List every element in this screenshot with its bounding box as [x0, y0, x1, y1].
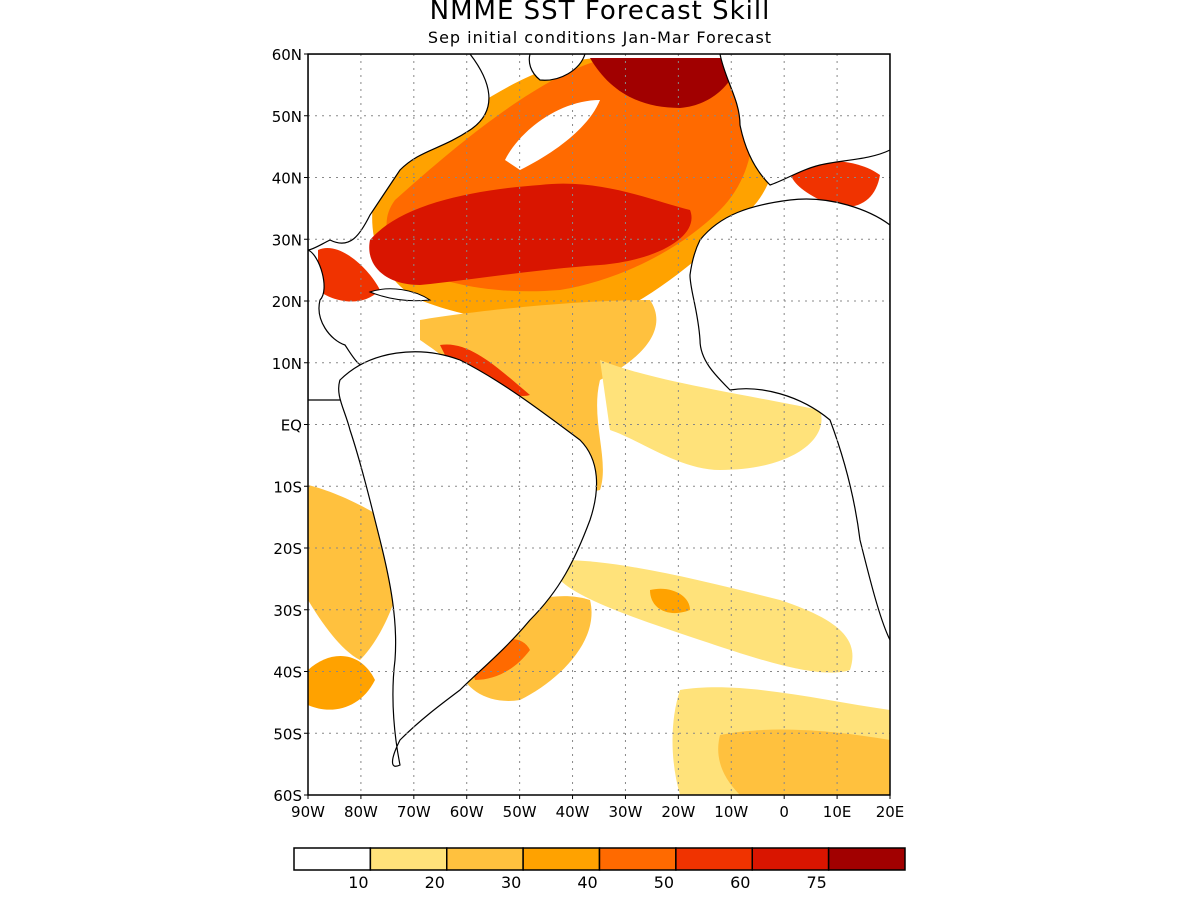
- grid-lines: [308, 54, 890, 795]
- skill-region-sa-10: [560, 560, 853, 673]
- skill-field: [308, 54, 890, 795]
- lat-tick-label: 10N: [272, 355, 302, 373]
- map-subtitle: Sep initial conditions Jan-Mar Forecast: [427, 28, 773, 47]
- lat-tick-label: 60N: [272, 46, 302, 64]
- lon-tick-label: 10E: [823, 803, 852, 821]
- skill-region-na-75: [590, 58, 740, 108]
- colorbar-label: 30: [501, 873, 521, 892]
- colorbar-label: 75: [806, 873, 826, 892]
- lat-tick-label: 20N: [272, 293, 302, 311]
- lat-tick-label: 40S: [273, 664, 302, 682]
- skill-region-low-nw: [505, 100, 600, 170]
- lat-tick-label: 30N: [272, 231, 302, 249]
- colorbar: 10 20 30 40 50 60 75: [293, 847, 906, 892]
- colorbar-label: 40: [577, 873, 597, 892]
- colorbar-label: 60: [730, 873, 750, 892]
- landmass-cuba: [368, 288, 432, 302]
- lon-tick-label: 20W: [661, 803, 695, 821]
- colorbar-segment: [522, 847, 601, 871]
- colorbar-segment: [827, 847, 906, 871]
- skill-region-sw-pacific: [308, 656, 375, 710]
- lon-tick-label: 80W: [344, 803, 378, 821]
- colorbar-label: 10: [348, 873, 368, 892]
- colorbar-segment: [293, 847, 372, 871]
- lon-tick-label: 0: [779, 803, 789, 821]
- skill-region-sa-mid: [650, 588, 690, 614]
- skill-region-tropics-20: [420, 300, 657, 492]
- lon-tick-label: 50W: [503, 803, 537, 821]
- lat-tick-label: 30S: [273, 602, 302, 620]
- lon-tick-label: 40W: [556, 803, 590, 821]
- colorbar-segment: [598, 847, 677, 871]
- lat-tick-label: 60S: [273, 787, 302, 805]
- skill-region-caribbean: [440, 344, 530, 396]
- latitude-labels: 60N 50N 40N 30N 20N 10N EQ 10S 20S 30S 40S 50S 60S: [272, 46, 308, 805]
- lat-tick-label: EQ: [281, 417, 302, 435]
- skill-region-tropics-10: [600, 360, 822, 470]
- lon-tick-label: 60W: [450, 803, 484, 821]
- lon-tick-label: 70W: [397, 803, 431, 821]
- colorbar-segment: [369, 847, 448, 871]
- colorbar-segment: [751, 847, 830, 871]
- colorbar-segment: [446, 847, 524, 871]
- lat-tick-label: 50N: [272, 108, 302, 126]
- skill-region-gulf: [318, 248, 380, 302]
- skill-region-mediterranean: [790, 160, 880, 207]
- colorbar-segment: [675, 847, 753, 871]
- landmass-africa: [689, 198, 890, 641]
- landmass-north-america: [308, 54, 490, 251]
- skill-region-na-60: [369, 183, 692, 285]
- longitude-labels: 90W 80W 70W 60W 50W 40W 30W 20W 10W 0 10E 20E: [291, 795, 904, 821]
- landmass-south-america: [338, 351, 598, 767]
- lat-tick-label: 20S: [273, 540, 302, 558]
- skill-region-southern-ocean-2: [718, 729, 890, 795]
- map-title: NMME SST Forecast Skill: [429, 0, 771, 26]
- lon-tick-label: 90W: [291, 803, 325, 821]
- lon-tick-label: 10W: [714, 803, 748, 821]
- lon-tick-label: 20E: [876, 803, 905, 821]
- lat-tick-label: 10S: [273, 478, 302, 496]
- landmass-europe: [719, 54, 890, 186]
- lat-tick-label: 40N: [272, 170, 302, 188]
- colorbar-label: 50: [654, 873, 674, 892]
- lon-tick-label: 30W: [608, 803, 642, 821]
- lat-tick-label: 50S: [273, 725, 302, 743]
- landmass-greenland: [528, 54, 586, 81]
- colorbar-label: 20: [425, 873, 445, 892]
